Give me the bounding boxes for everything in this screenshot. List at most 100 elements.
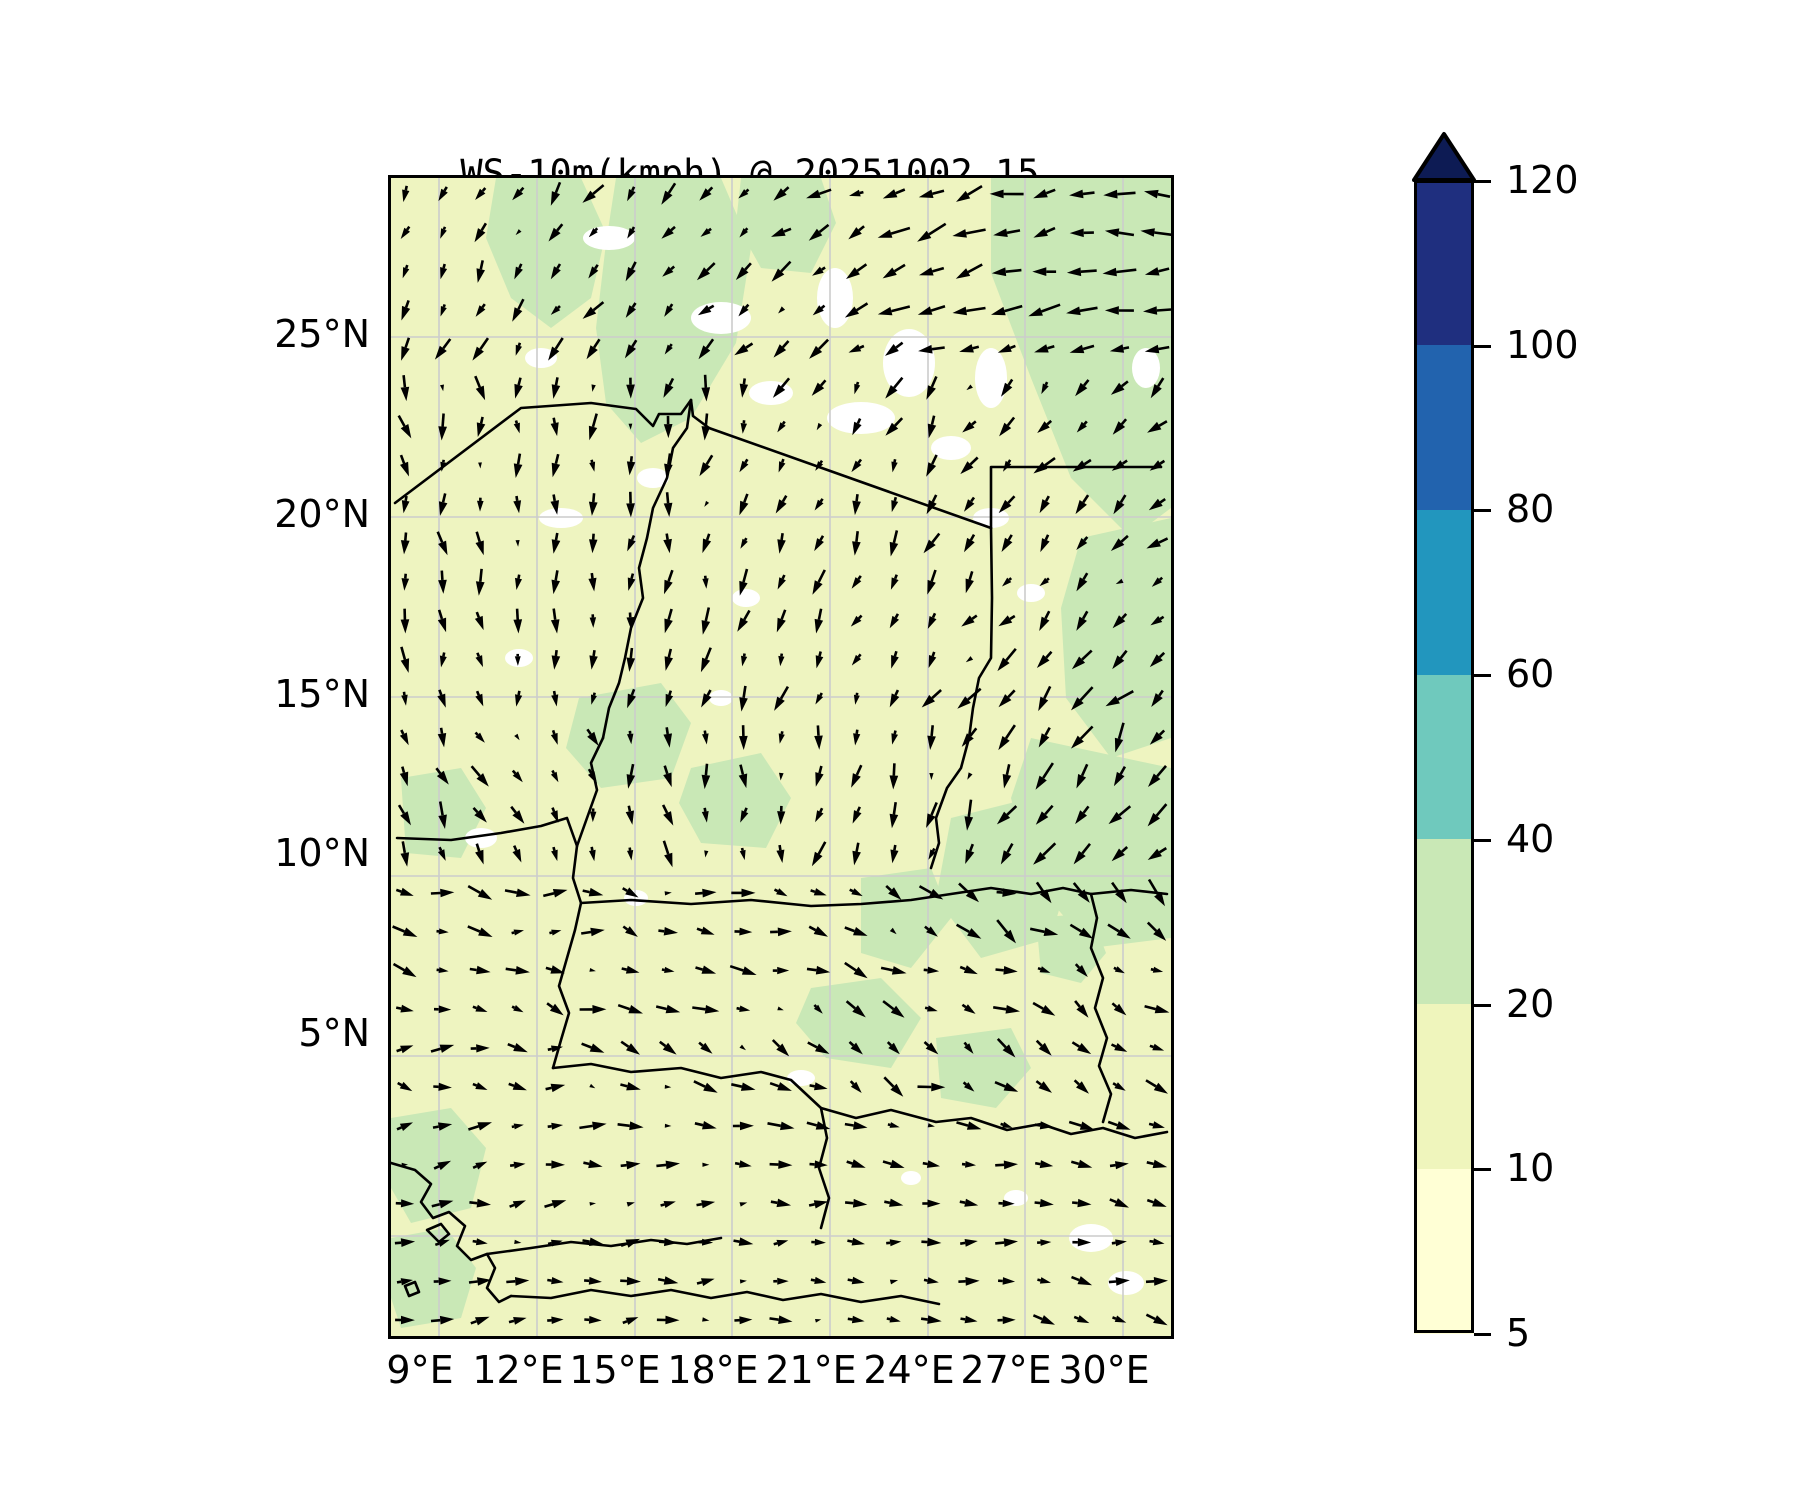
wind-arrow-shaft — [1079, 725, 1094, 740]
wind-arrow-shaft — [1117, 722, 1125, 740]
wind-arrow-head — [777, 1082, 792, 1091]
wind-arrow-head — [588, 577, 597, 592]
wind-arrow-shaft — [554, 570, 559, 581]
wind-arrow-shaft — [587, 768, 593, 774]
wind-arrow-head — [402, 189, 410, 203]
wind-arrow-head — [589, 617, 597, 628]
wind-arrow-head — [1151, 693, 1163, 707]
wind-arrow-shaft — [894, 613, 900, 619]
wind-arrow-shaft — [855, 729, 859, 734]
wind-arrow-head — [955, 268, 971, 279]
wind-arrow-head — [778, 306, 786, 314]
wind-arrow-shaft — [617, 1003, 631, 1011]
wind-arrow-head — [1039, 577, 1049, 587]
wind-arrow-shaft — [582, 889, 590, 894]
wind-arrow-shaft — [882, 1000, 895, 1011]
wind-arrow-head — [1039, 1277, 1051, 1284]
wind-arrow-head — [663, 811, 674, 826]
wind-arrow-head — [400, 852, 410, 867]
wind-arrow-head — [438, 1200, 454, 1209]
wind-arrow-shaft — [692, 1006, 706, 1011]
wind-arrow-head — [815, 461, 824, 471]
wind-arrow-head — [885, 385, 898, 399]
wind-arrow-shaft — [844, 1201, 854, 1205]
wind-arrow-head — [400, 658, 410, 673]
wind-arrow-shaft — [887, 1123, 891, 1127]
wind-arrow-head — [997, 657, 1010, 672]
wind-arrow-shaft — [668, 377, 675, 386]
wind-arrow-shaft — [1073, 1079, 1080, 1086]
wind-arrow-head — [551, 1045, 563, 1053]
colorbar[interactable]: 120 100 80 60 40 20 10 5 — [1412, 132, 1579, 1355]
wind-arrow-shaft — [1074, 1000, 1081, 1008]
wind-arrow-shaft — [469, 1201, 478, 1205]
wind-arrow-shaft — [744, 227, 749, 231]
wind-arrow-head — [1001, 382, 1013, 397]
wind-arrow-shaft — [1007, 495, 1016, 504]
wind-arrow-shaft — [855, 381, 860, 385]
wind-arrow-head — [589, 1237, 604, 1246]
wind-arrow-shaft — [442, 226, 447, 230]
wind-arrow-head — [700, 926, 715, 935]
map-plot-area[interactable] — [388, 175, 1174, 1339]
wind-arrow-head — [1066, 267, 1082, 277]
wind-arrow-shaft — [480, 222, 488, 231]
wind-arrow-head — [1071, 656, 1086, 670]
wind-arrow-shaft — [475, 843, 481, 852]
wind-arrow-shaft — [693, 1080, 706, 1088]
wind-arrow-head — [1147, 421, 1162, 433]
wind-arrow-head — [475, 732, 485, 743]
wind-arrow-head — [588, 228, 598, 238]
wind-arrow-shaft — [858, 225, 865, 232]
wind-arrow-shaft — [1034, 1201, 1041, 1205]
wind-arrow-shaft — [1037, 1278, 1041, 1282]
wind-arrow-head — [739, 1279, 747, 1284]
wind-arrow-head — [664, 463, 673, 479]
wind-arrow-shaft — [1156, 765, 1167, 778]
wind-arrow-head — [515, 229, 522, 236]
wind-arrow-shaft — [622, 1320, 628, 1325]
wind-arrow-shaft — [506, 1280, 516, 1284]
wind-arrow-shaft — [401, 766, 406, 774]
wind-arrow-head — [1002, 577, 1012, 587]
wind-arrow-shaft — [594, 227, 599, 232]
wind-arrow-head — [814, 1082, 828, 1091]
wind-arrow-shaft — [931, 847, 936, 852]
wind-arrow-shaft — [475, 611, 481, 618]
wind-arrow-head — [477, 500, 484, 512]
wind-arrow-shaft — [893, 263, 906, 273]
wind-arrow-head — [1076, 616, 1087, 631]
wind-arrow-head — [739, 849, 746, 861]
wind-arrow-shaft — [960, 1317, 966, 1321]
xtick-label-7: 30°E — [1058, 1348, 1150, 1392]
wind-arrow-shaft — [1121, 846, 1129, 853]
wind-arrow-shaft — [665, 492, 670, 504]
wind-arrow-head — [665, 693, 674, 707]
wind-arrow-head — [927, 1199, 941, 1208]
wind-arrow-shaft — [966, 306, 986, 313]
wind-arrow-head — [844, 306, 859, 318]
wind-arrow-shaft — [767, 1122, 782, 1128]
wind-arrow-head — [739, 735, 748, 750]
wind-arrow-head — [438, 540, 448, 556]
wind-arrow-shaft — [468, 1125, 480, 1131]
wind-arrow-head — [663, 502, 673, 517]
wind-arrow-shaft — [631, 186, 636, 192]
wind-arrow-head — [885, 422, 899, 436]
wind-arrow-shaft — [1006, 805, 1018, 816]
wind-arrow-head — [1076, 1004, 1089, 1018]
wind-arrow-head — [550, 965, 565, 974]
wind-arrow-shaft — [504, 889, 518, 894]
wind-arrow-shaft — [554, 649, 558, 657]
wind-arrow-shaft — [705, 338, 715, 349]
wind-arrow-shaft — [1159, 498, 1166, 504]
wind-arrow-shaft — [780, 377, 791, 388]
wind-arrow-head — [438, 579, 447, 594]
wind-arrow-shaft — [1006, 229, 1021, 235]
wind-arrow-shaft — [1044, 495, 1050, 502]
wind-arrow-shaft — [1044, 804, 1054, 816]
wind-arrow-head — [512, 810, 525, 824]
wind-arrow-head — [515, 1277, 530, 1286]
wind-arrow-shaft — [1045, 650, 1053, 659]
wind-arrow-head — [999, 422, 1012, 437]
